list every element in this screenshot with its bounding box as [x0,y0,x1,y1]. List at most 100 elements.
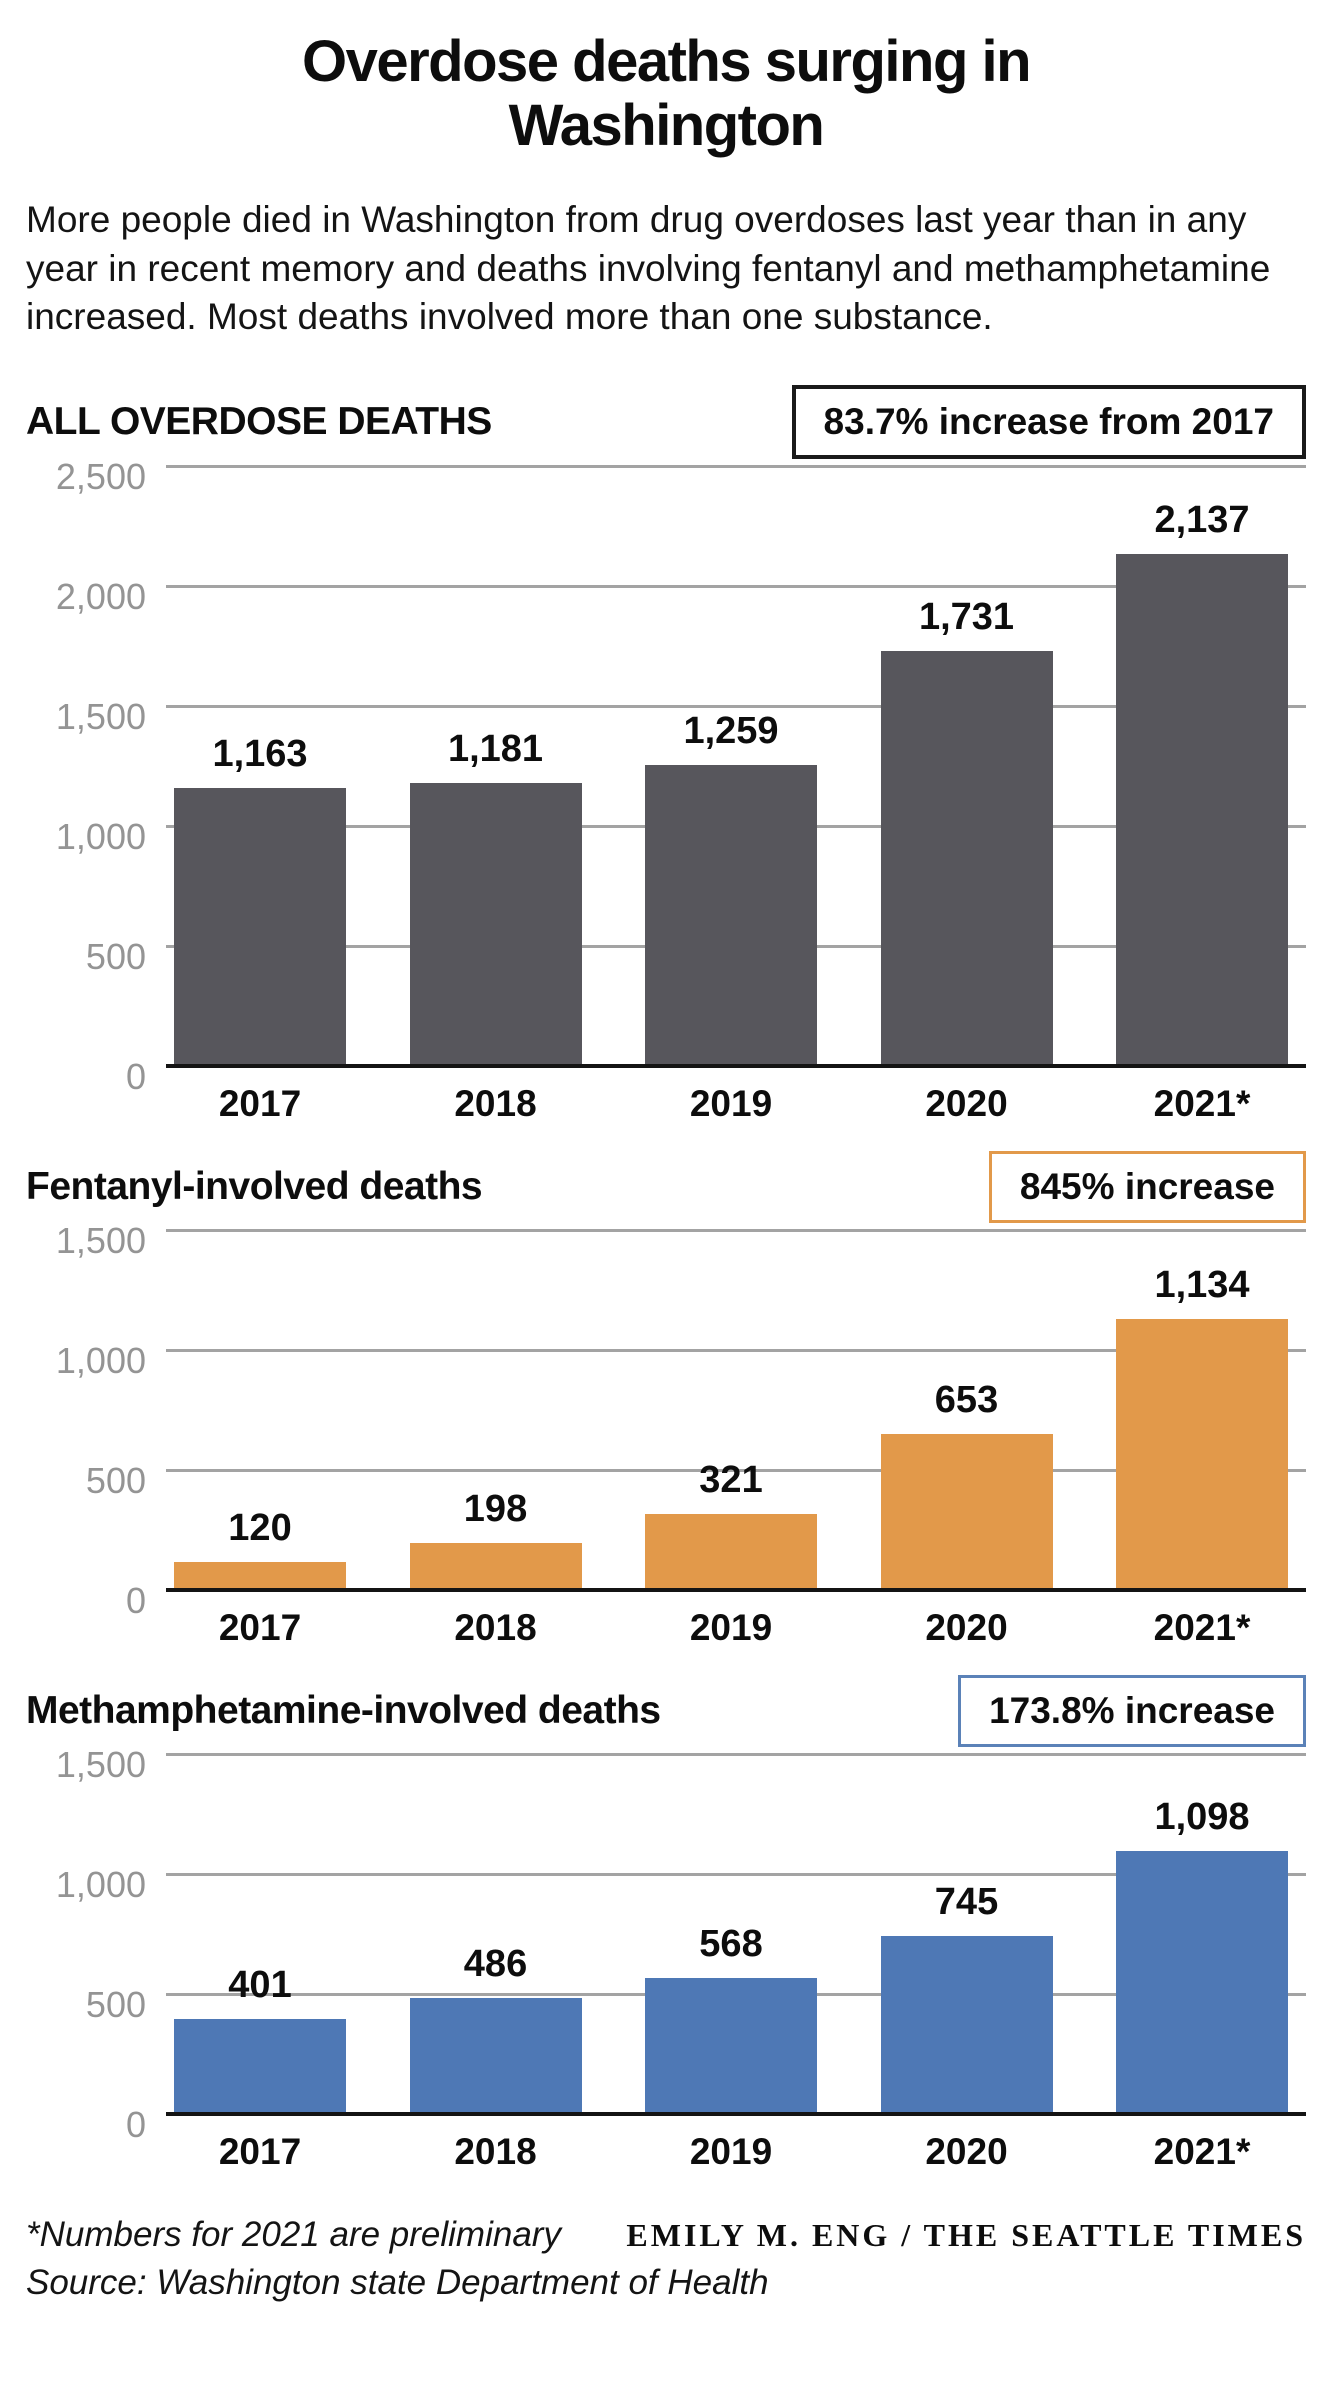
bar-value-label: 1,731 [918,596,1015,639]
x-tick-label: 2020 [925,1082,1008,1124]
bars-row: 1,163 1,181 1,259 1,731 2,137 [166,467,1306,1067]
plot-area: 2,500 2,000 1,500 1,000 500 0 1,163 1,181 1,259 1… [56,456,1306,1097]
gridline [166,585,1306,589]
y-tick-label: 0 [125,1055,146,1097]
gridline [166,705,1306,709]
page-title-line-1: Overdose deaths surging in [301,29,1032,94]
bar-value-label: 745 [934,1880,999,1923]
chart-section-title: Methamphetamine-involved deaths [26,1688,661,1732]
y-tick-label: 1,000 [55,1863,146,1905]
page-title-line-2: Washington [508,92,825,158]
increase-badge: 83.7% increase from 2017 [791,384,1306,459]
bar: 486 [409,1943,582,2115]
gridline [166,1349,1306,1353]
x-tick-label: 2021* [1153,2130,1251,2172]
bar-value-label: 1,098 [1154,1796,1250,1839]
gridline [166,1469,1306,1473]
gridline [166,465,1306,469]
bar-rect [174,2018,346,2115]
bar: 198 [409,1488,582,1591]
gridline [166,1229,1306,1233]
y-tick-label: 1,000 [55,1339,146,1381]
x-labels-row: 2017 2018 2019 2020 2021* [166,2131,1306,2173]
y-tick-label: 500 [85,1983,146,2025]
x-tick-label: 2019 [689,1082,773,1124]
x-labels-row: 2017 2018 2019 2020 2021* [166,1607,1306,1649]
increase-badge: 173.8% increase [958,1674,1306,1747]
y-tick-label: 0 [125,2103,146,2145]
bar-rect [645,764,817,1067]
plot-area: 1,500 1,000 500 0 401 486 568 745 1,098 [56,1744,1306,2145]
y-tick-label: 2,000 [55,575,146,617]
bar: 1,098 [1116,1796,1288,2115]
bar: 1,731 [880,596,1053,1067]
chart-header: Fentanyl-involved deaths 845% increase [26,1150,1306,1223]
bar-rect [880,1434,1053,1591]
x-tick-label: 2018 [454,1082,537,1124]
infographic-page: Overdose deaths surging in Washington Mo… [0,30,1332,2303]
x-tick-label: 2020 [925,2130,1008,2172]
footnote: *Numbers for 2021 are preliminary [26,2214,561,2254]
bar-rect [1116,1851,1288,2115]
chart-section-title: ALL OVERDOSE DEATHS [26,399,492,443]
bar: 1,163 [174,733,346,1067]
gridline [166,1873,1306,1877]
bar-rect [409,1543,582,1591]
bars-row: 401 486 568 745 1,098 [166,1755,1306,2115]
y-tick-label: 0 [125,1579,146,1621]
bar-value-label: 653 [934,1379,999,1422]
y-tick-label: 2,500 [55,455,146,497]
x-tick-label: 2021* [1153,1082,1251,1124]
credit: EMILY M. ENG / THE SEATTLE TIMES [626,2216,1306,2253]
x-tick-label: 2017 [218,1606,302,1648]
bar-value-label: 401 [228,1963,292,2006]
bar-value-label: 1,181 [447,728,544,771]
bar: 1,181 [409,728,582,1067]
bar: 745 [880,1881,1053,2115]
bar: 1,134 [1116,1264,1288,1591]
x-tick-label: 2021* [1153,1606,1251,1648]
x-tick-label: 2019 [689,1606,773,1648]
x-tick-label: 2020 [925,1606,1008,1648]
charts-container: ALL OVERDOSE DEATHS 83.7% increase from 2… [26,384,1306,2173]
footer: *Numbers for 2021 are preliminary EMILY … [26,2215,1306,2255]
bar: 1,259 [645,710,817,1067]
bar-rect [1116,1318,1288,1591]
chart-methamphetamine-involved-deaths: Methamphetamine-involved deaths 173.8% in… [26,1674,1306,2173]
bar: 568 [645,1923,817,2115]
bar: 321 [645,1459,817,1591]
x-axis-baseline [166,1587,1306,1592]
source-line: Source: Washington state Department of H… [26,2262,769,2302]
x-tick-label: 2017 [218,1082,302,1124]
bar-rect [1116,553,1288,1067]
plot-area: 1,500 1,000 500 0 120 198 321 653 1,134 [56,1220,1306,1621]
bar-value-label: 1,259 [683,709,779,752]
bar-value-label: 198 [463,1488,528,1531]
y-tick-label: 500 [85,1459,146,1501]
y-tick-label: 1,000 [55,815,146,857]
y-tick-label: 1,500 [55,1219,146,1261]
x-labels-row: 2017 2018 2019 2020 2021* [166,1083,1306,1125]
y-tick-label: 1,500 [55,1743,146,1785]
x-tick-label: 2017 [218,2130,302,2172]
bar-rect [409,783,582,1067]
bar-value-label: 2,137 [1154,498,1250,541]
bars-row: 120 198 321 653 1,134 [166,1231,1306,1591]
bar-value-label: 568 [699,1923,763,1966]
bar-rect [174,787,346,1067]
bar-rect [174,1561,346,1591]
bar: 653 [880,1379,1053,1591]
chart-header: ALL OVERDOSE DEATHS 83.7% increase from 2… [26,384,1306,459]
page-title: Overdose deaths surging in Washington [26,30,1306,158]
bar-value-label: 486 [463,1943,528,1986]
bar-value-label: 120 [228,1506,292,1549]
bar-rect [880,1935,1053,2115]
x-axis-baseline [166,1063,1306,1068]
bar-value-label: 1,134 [1154,1263,1250,1306]
gridline [166,1753,1306,1757]
bar-rect [880,651,1053,1067]
chart-header: Methamphetamine-involved deaths 173.8% in… [26,1674,1306,1747]
bar-value-label: 321 [699,1458,763,1501]
y-tick-label: 1,500 [55,695,146,737]
bar-rect [645,1513,817,1591]
